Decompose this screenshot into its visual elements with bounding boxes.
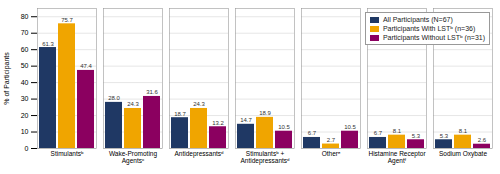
svg-text:20: 20 — [21, 112, 29, 119]
svg-text:Histamine ReceptorAgentᶠ: Histamine ReceptorAgentᶠ — [368, 150, 426, 165]
svg-text:18.9: 18.9 — [259, 110, 271, 116]
html-text:All Participants (N=67): All Participants (N=67) — [383, 16, 453, 23]
svg-text:61.3: 61.3 — [42, 41, 54, 47]
svg-text:6.7: 6.7 — [308, 130, 317, 136]
svg-text:14.7: 14.7 — [240, 117, 252, 123]
svg-text:75.7: 75.7 — [61, 17, 73, 23]
svg-text:50: 50 — [21, 62, 29, 69]
svg-text:8.1: 8.1 — [393, 128, 402, 134]
svg-text:24.3: 24.3 — [193, 101, 205, 107]
svg-text:18.7: 18.7 — [174, 111, 186, 117]
html-text:Participants With LSTᵇ (n=36): Participants With LSTᵇ (n=36) — [383, 25, 476, 32]
svg-text:10: 10 — [21, 128, 29, 135]
svg-text:2.7: 2.7 — [327, 137, 336, 143]
svg-text:31.6: 31.6 — [146, 89, 158, 95]
svg-text:60: 60 — [21, 46, 29, 53]
svg-text:Stimulantsᵇ: Stimulantsᵇ — [51, 150, 84, 157]
svg-text:24.3: 24.3 — [127, 101, 139, 107]
svg-text:Otherᵉ: Otherᵉ — [322, 150, 341, 157]
svg-text:5.3: 5.3 — [440, 133, 449, 139]
html-text:Participants Without LSTᵇ (n=3: Participants Without LSTᵇ (n=31) — [383, 34, 485, 41]
svg-text:% of Participants: % of Participants — [3, 52, 11, 105]
svg-text:30: 30 — [21, 95, 29, 102]
svg-text:6.7: 6.7 — [374, 130, 383, 136]
svg-text:0: 0 — [25, 145, 29, 152]
svg-text:Antidepressantsᵈ: Antidepressantsᵈ — [174, 150, 224, 158]
svg-text:80: 80 — [21, 13, 29, 20]
svg-text:2.6: 2.6 — [478, 137, 487, 143]
svg-text:28.0: 28.0 — [108, 95, 120, 101]
svg-text:13.2: 13.2 — [212, 120, 224, 126]
svg-text:47.4: 47.4 — [80, 63, 92, 69]
svg-text:40: 40 — [21, 79, 29, 86]
svg-text:Sodium Oxybate: Sodium Oxybate — [439, 150, 487, 158]
svg-text:8.1: 8.1 — [459, 128, 468, 134]
svg-text:5.3: 5.3 — [412, 133, 421, 139]
svg-text:Wake-PromotingAgentsᶜ: Wake-PromotingAgentsᶜ — [109, 150, 158, 165]
svg-text:10.5: 10.5 — [344, 124, 356, 130]
svg-text:Stimulantsᵇ +Antidepressantsᵈ: Stimulantsᵇ +Antidepressantsᵈ — [240, 150, 290, 165]
svg-text:10.5: 10.5 — [278, 124, 290, 130]
svg-text:70: 70 — [21, 29, 29, 36]
